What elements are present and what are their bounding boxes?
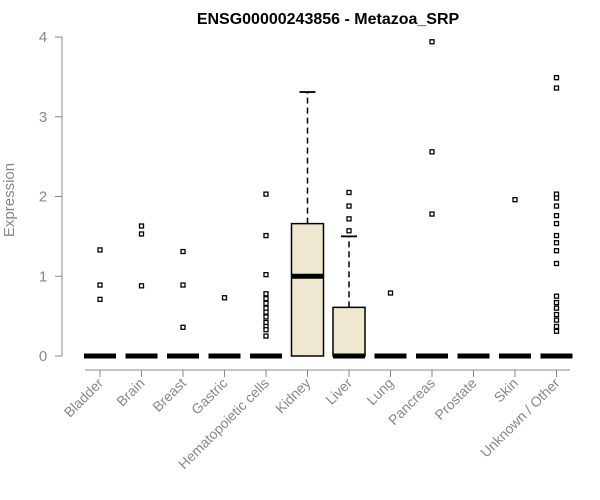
outlier-point: [263, 327, 269, 333]
y-tick-label: 4: [39, 29, 47, 46]
outlier-point: [263, 191, 269, 197]
outlier-point: [553, 240, 560, 246]
x-tick-label: Skin: [491, 375, 522, 406]
outlier-point: [97, 296, 103, 303]
outlier-point: [553, 212, 560, 219]
outlier-point: [263, 272, 269, 278]
x-tick-label: Liver: [322, 375, 355, 408]
outlier-point: [180, 324, 186, 330]
outlier-point: [346, 203, 352, 209]
outlier-point: [263, 309, 269, 315]
outlier-point: [512, 197, 518, 203]
box-unknown-other: [540, 75, 573, 359]
outlier-point: [138, 283, 145, 289]
y-tick-label: 2: [39, 189, 47, 206]
box-kidney: [290, 91, 325, 357]
outlier-point: [263, 291, 269, 297]
outlier-point: [263, 232, 269, 239]
y-axis-label: Expression: [1, 163, 18, 237]
outlier-point: [138, 231, 145, 237]
outlier-point: [553, 293, 560, 299]
x-tick-label: Kidney: [272, 375, 314, 417]
outlier-point: [553, 75, 560, 81]
box-liver: [332, 189, 366, 359]
outlier-point: [553, 260, 560, 267]
outlier-point: [346, 216, 352, 222]
x-tick-label: Bladder: [61, 375, 107, 421]
outlier-point: [553, 85, 560, 91]
x-tick-label: Prostate: [431, 375, 479, 423]
outlier-point: [180, 248, 186, 255]
x-tick-label: Unknown / Other: [477, 375, 563, 461]
outlier-point: [263, 295, 269, 302]
outlier-point: [553, 323, 560, 330]
box-lung: [374, 290, 407, 359]
outlier-point: [97, 247, 103, 253]
outlier-point: [387, 290, 394, 296]
box-body: [290, 222, 325, 357]
box-hematopoietic-cells: [250, 191, 282, 359]
box-skin: [499, 197, 531, 359]
outlier-point: [180, 282, 186, 288]
y-tick-label: 0: [39, 348, 47, 365]
y-axis-ticks: 0 1 2 3 4: [39, 29, 62, 365]
y-tick-label: 1: [39, 268, 47, 285]
outlier-point: [553, 311, 560, 318]
outlier-point: [553, 220, 560, 227]
outlier-point: [553, 248, 560, 254]
outlier-point: [553, 328, 560, 334]
chart-title: ENSG00000243856 - Metazoa_SRP: [197, 11, 460, 28]
outlier-point: [429, 149, 435, 155]
outlier-point: [346, 228, 352, 234]
outlier-point: [221, 295, 228, 301]
x-tick-label: Breast: [149, 375, 189, 415]
outlier-point: [553, 299, 560, 306]
outlier-point: [553, 203, 560, 209]
outlier-point: [138, 223, 145, 229]
y-tick-label: 3: [39, 109, 47, 126]
outlier-point: [553, 317, 560, 323]
box-breast: [167, 248, 199, 359]
box-body: [332, 306, 366, 357]
outlier-point: [263, 333, 269, 339]
outlier-point: [263, 300, 269, 307]
box-pancreas: [416, 39, 448, 359]
box-bladder: [84, 247, 116, 359]
outlier-point: [97, 282, 103, 288]
outlier-point: [346, 189, 352, 196]
outlier-point: [553, 195, 560, 201]
outlier-point: [553, 232, 560, 239]
box-brain: [125, 223, 158, 359]
outlier-point: [263, 314, 269, 320]
outlier-point: [429, 211, 435, 217]
x-tick-label: Lung: [363, 375, 396, 408]
outlier-point: [429, 39, 435, 45]
box-group: [84, 39, 573, 359]
outlier-point: [553, 305, 560, 311]
x-tick-label: Brain: [113, 375, 147, 409]
box-gastric: [208, 295, 241, 359]
